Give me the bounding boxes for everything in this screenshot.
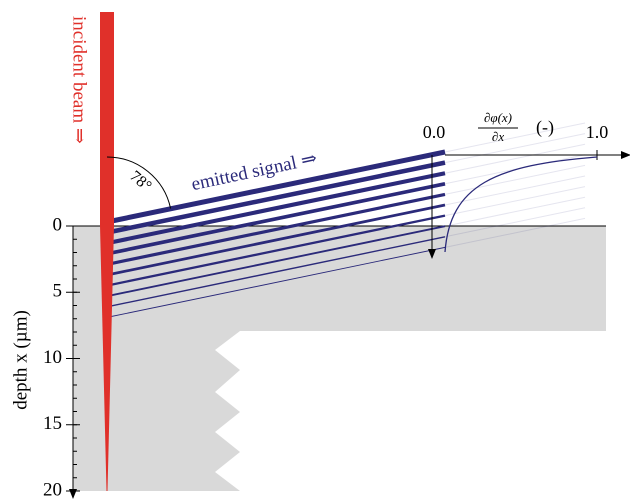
depth-axis-label: depth x (µm) (10, 310, 31, 410)
start-label: 0.0 (423, 122, 446, 142)
tick-label: 5 (53, 281, 63, 302)
angle-label: 78° (126, 168, 154, 195)
end-label: 1.0 (586, 122, 609, 142)
tick-label: 15 (43, 413, 62, 434)
beam-label: incident beam ⇒ (69, 16, 90, 144)
tick-label: 20 (43, 479, 62, 500)
diagram: 78° incident beam ⇒ emitted signal ⇒ 0.0… (0, 0, 630, 500)
fraction-numerator: ∂φ(x) (484, 110, 512, 125)
unit-label: (-) (536, 117, 554, 138)
tick-label: 0 (53, 214, 63, 235)
signal-label: emitted signal ⇒ (190, 148, 319, 195)
fraction-denominator: ∂x (492, 129, 504, 144)
tick-label: 10 (43, 347, 62, 368)
